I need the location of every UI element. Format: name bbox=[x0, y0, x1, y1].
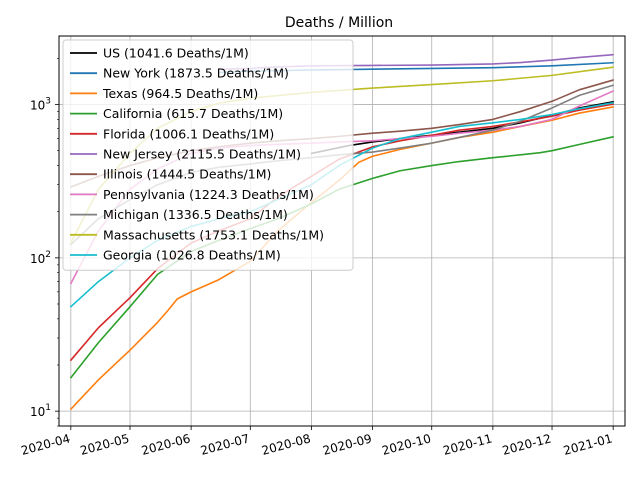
legend-label-illinois: Illinois (1444.5 Deaths/1M) bbox=[103, 167, 271, 182]
y-tick-label: 103 bbox=[30, 97, 51, 113]
legend-label-us: US (1041.6 Deaths/1M) bbox=[103, 46, 249, 61]
plot-frame bbox=[58, 35, 626, 427]
legend-label-pennsylvania: Pennsylvania (1224.3 Deaths/1M) bbox=[103, 187, 314, 202]
x-tick-label: 2020-08 bbox=[260, 431, 312, 458]
y-tick-label: 101 bbox=[30, 403, 51, 419]
legend-label-georgia: Georgia (1026.8 Deaths/1M) bbox=[103, 248, 281, 263]
legend-label-texas: Texas (964.5 Deaths/1M) bbox=[102, 86, 258, 101]
legend-label-california: California (615.7 Deaths/1M) bbox=[103, 106, 283, 121]
legend: US (1041.6 Deaths/1M) New York (1873.5 De… bbox=[62, 39, 354, 271]
x-tick-label: 2020-04 bbox=[20, 431, 72, 458]
x-tick-label: 2021-01 bbox=[562, 431, 614, 458]
x-tick-label: 2020-09 bbox=[321, 431, 373, 458]
x-tick-label: 2020-07 bbox=[199, 431, 251, 458]
legend-label-massachusetts: Massachusetts (1753.1 Deaths/1M) bbox=[103, 227, 324, 242]
legend-label-michigan: Michigan (1336.5 Deaths/1M) bbox=[103, 207, 288, 222]
y-tick-label: 102 bbox=[30, 250, 51, 266]
chart-title: Deaths / Million bbox=[285, 15, 393, 31]
x-axis-ticks: 2020-04 2020-05 2020-06 2020-07 2020-08 2020-… bbox=[20, 426, 614, 458]
legend-label-new-york: New York (1873.5 Deaths/1M) bbox=[103, 66, 289, 81]
x-tick-label: 2020-06 bbox=[140, 431, 192, 458]
x-tick-label: 2020-11 bbox=[442, 431, 494, 458]
legend-label-florida: Florida (1006.1 Deaths/1M) bbox=[103, 126, 274, 141]
axes bbox=[58, 35, 626, 427]
legend-box bbox=[62, 39, 354, 271]
y-axis-ticks: 101 102 103 bbox=[30, 58, 59, 427]
legend-label-new-jersey: New Jersey (2115.5 Deaths/1M) bbox=[103, 147, 301, 162]
x-tick-label: 2020-12 bbox=[501, 431, 553, 458]
x-tick-label: 2020-10 bbox=[380, 431, 432, 458]
x-tick-label: 2020-05 bbox=[79, 431, 131, 458]
